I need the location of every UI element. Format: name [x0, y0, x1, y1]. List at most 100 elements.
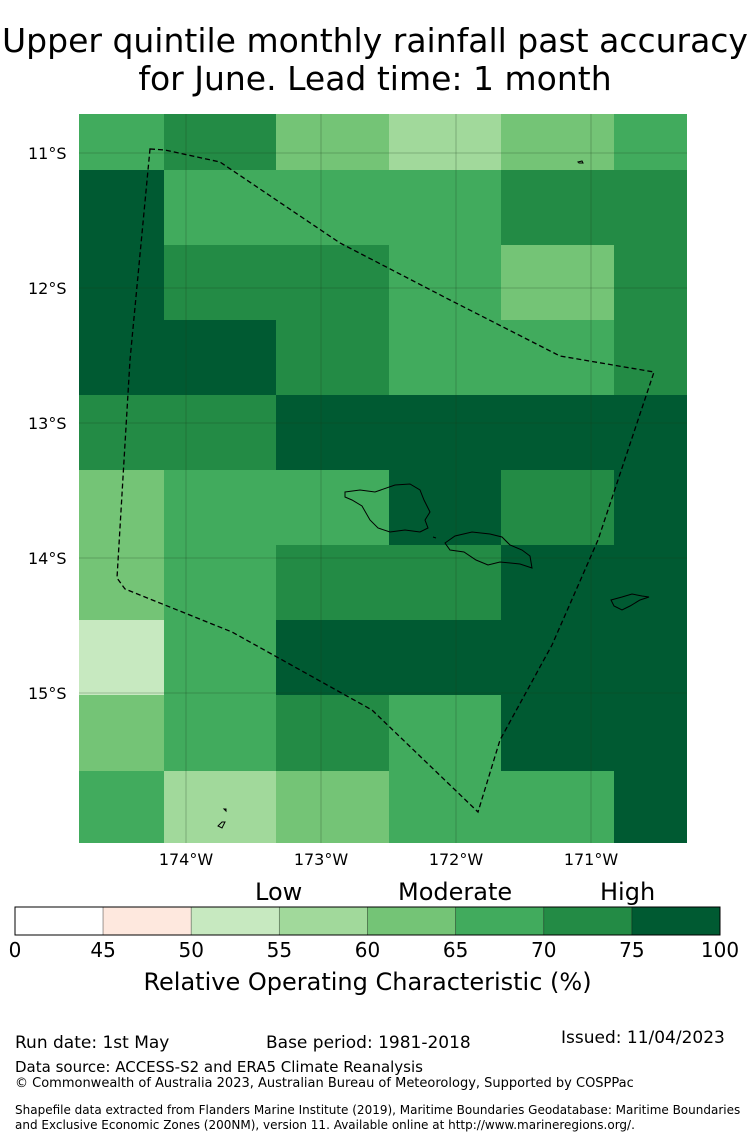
grid-cell: [276, 470, 389, 545]
grid-cell: [276, 620, 389, 695]
grid-cell: [164, 114, 276, 170]
colorbar-bins: [14, 906, 721, 936]
grid-cell: [501, 170, 614, 245]
grid-cell: [614, 114, 687, 170]
grid-cell: [501, 320, 614, 395]
grid-cell: [164, 620, 276, 695]
grid-cell: [389, 620, 501, 695]
grid-cell: [79, 470, 164, 545]
colorbar-bin: [14, 906, 104, 936]
issued-date: Issued: 11/04/2023: [561, 1028, 725, 1048]
data-source: Data source: ACCESS-S2 and ERA5 Climate …: [15, 1058, 423, 1076]
colorbar-title: Relative Operating Characteristic (%): [143, 968, 592, 996]
grid-cell: [501, 245, 614, 320]
savaii-island: [344, 483, 431, 533]
grid-cell: [389, 114, 501, 170]
colorbar-tick-label: 0: [8, 938, 22, 962]
grid-cell: [164, 695, 276, 771]
grid-cell: [389, 545, 501, 620]
grid-cell: [501, 470, 614, 545]
shapefile-credit-line-1: Shapefile data extracted from Flanders M…: [15, 1103, 741, 1117]
tutuila-island: [610, 593, 650, 611]
grid-cell: [164, 245, 276, 320]
lon-tick-label: 173°W: [293, 850, 349, 869]
grid-cell: [79, 395, 164, 470]
grid-cell: [501, 771, 614, 843]
eez-boundary: [116, 148, 655, 814]
grid-cell: [164, 771, 276, 843]
grid-cell: [501, 545, 614, 620]
lat-tick-label: 15°S: [28, 684, 67, 703]
colorbar-tick-label: 65: [442, 938, 469, 962]
grid-cell: [79, 545, 164, 620]
colorbar-frame: [14, 906, 721, 936]
grid-cell: [79, 170, 164, 245]
grid-cell: [389, 320, 501, 395]
category-moderate-label: Moderate: [398, 878, 513, 906]
colorbar-tick-label: 60: [354, 938, 381, 962]
copyright-notice: © Commonwealth of Australia 2023, Austra…: [15, 1076, 634, 1091]
islet: [222, 808, 227, 813]
upolu-island: [444, 531, 533, 569]
colorbar-tick-label: 55: [266, 938, 293, 962]
grid-cell: [614, 695, 687, 771]
shapefile-credit-line-2: and Exclusive Economic Zones (200NM), ve…: [15, 1118, 635, 1132]
grid-cell: [276, 395, 389, 470]
grid-cell: [501, 114, 614, 170]
grid-cell: [501, 695, 614, 771]
colorbar-bin: [278, 906, 368, 936]
lon-tick-label: 174°W: [158, 850, 214, 869]
grid-cell: [164, 470, 276, 545]
grid-cell: [276, 695, 389, 771]
grid-cell: [389, 470, 501, 545]
grid-cell: [276, 320, 389, 395]
lat-tick-label: 14°S: [28, 549, 67, 568]
rainfall-accuracy-map: [79, 114, 687, 843]
grid-cell: [164, 545, 276, 620]
colorbar-tick-label: 50: [178, 938, 204, 962]
colorbar-tick-label: 75: [619, 938, 645, 962]
islet: [217, 821, 226, 829]
grid-cell: [276, 245, 389, 320]
map-title: Upper quintile monthly rainfall past acc…: [0, 22, 750, 98]
grid-cell: [389, 395, 501, 470]
islet: [577, 160, 584, 164]
lon-tick-label: 171°W: [563, 850, 619, 869]
colorbar-tick-label: 100: [700, 938, 740, 962]
category-low-label: Low: [255, 878, 303, 906]
grid-cell: [79, 245, 164, 320]
category-high-label: High: [600, 878, 656, 906]
grid-cell: [614, 620, 687, 695]
title-line-1: Upper quintile monthly rainfall past acc…: [2, 21, 748, 60]
grid-cell: [276, 771, 389, 843]
colorbar-bin: [367, 906, 457, 936]
grid-cell: [79, 620, 164, 695]
graticule: [79, 114, 687, 843]
grid-cell: [164, 395, 276, 470]
grid-cell: [164, 170, 276, 245]
grid-cell: [276, 114, 389, 170]
title-line-2: for June. Lead time: 1 month: [138, 59, 612, 98]
grid-cell: [501, 395, 614, 470]
colorbar-tick-label: 70: [531, 938, 557, 962]
lat-tick-label: 12°S: [28, 279, 67, 298]
colorbar-bin: [102, 906, 192, 936]
grid-cell: [614, 470, 687, 545]
grid-cell: [389, 695, 501, 771]
islands: [217, 160, 650, 829]
grid-cell: [276, 545, 389, 620]
colorbar-tick-label: 45: [90, 938, 116, 962]
grid-cell: [389, 170, 501, 245]
colorbar-bin: [543, 906, 633, 936]
grid-cells: [79, 114, 687, 843]
grid-cell: [79, 771, 164, 843]
colorbar-bin: [631, 906, 721, 936]
base-period: Base period: 1981-2018: [266, 1033, 471, 1053]
lat-tick-label: 13°S: [28, 414, 67, 433]
colorbar-bin: [190, 906, 280, 936]
grid-cell: [79, 114, 164, 170]
grid-cell: [614, 170, 687, 245]
grid-cell: [614, 771, 687, 843]
run-date: Run date: 1st May: [15, 1033, 170, 1053]
islet: [432, 536, 437, 539]
